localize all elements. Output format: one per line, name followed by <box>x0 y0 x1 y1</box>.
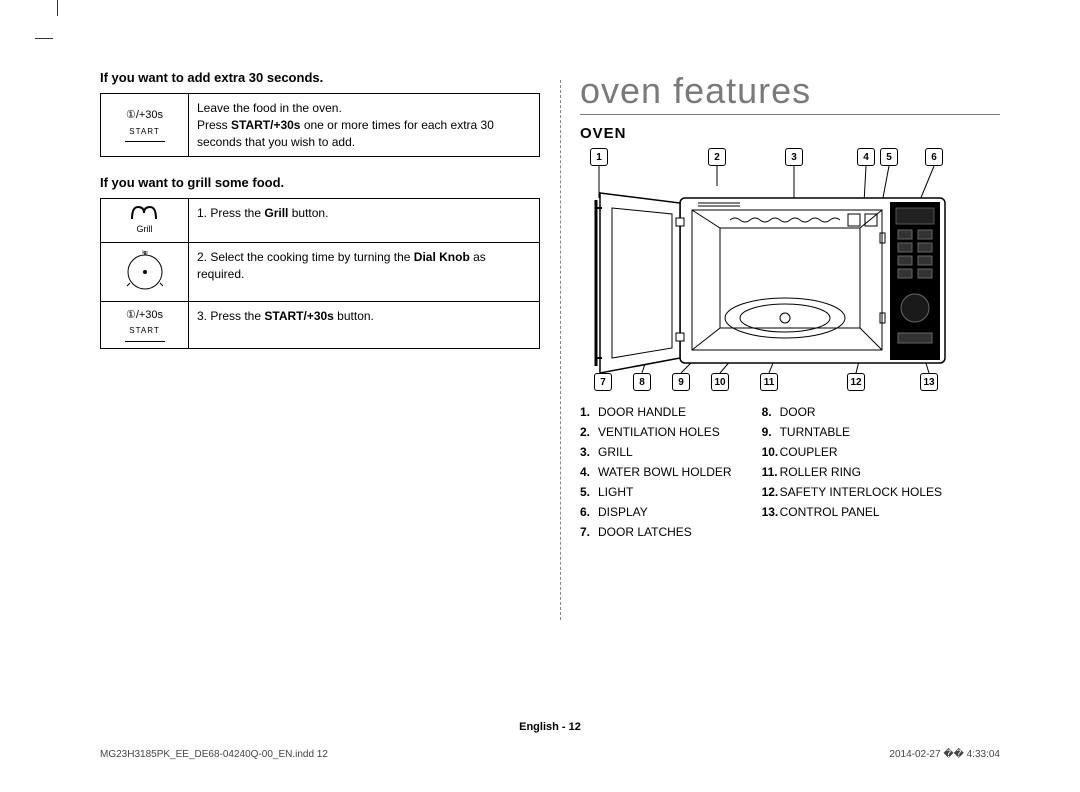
footer-date: 2014-02-27 �� 4:33:04 <box>889 749 1000 760</box>
icon-cell-start30-2: ①/+30s START <box>101 301 189 348</box>
oven-svg <box>580 148 950 393</box>
svg-text:kg: kg <box>142 250 148 256</box>
grill-icon: Grill <box>109 205 180 236</box>
icon-cell-grill: Grill <box>101 199 189 243</box>
oven-diagram: 1 2 3 4 5 6 7 8 9 10 11 12 13 <box>580 148 1000 393</box>
right-column: oven features OVEN 1 2 3 4 5 6 7 8 9 10 … <box>580 70 1000 630</box>
instruction-text: 3. Press the START/+30s button. <box>189 301 540 348</box>
crop-mark <box>35 38 53 39</box>
instruction-text: 1. Press the Grill button. <box>189 199 540 243</box>
page-title: oven features <box>580 70 1000 115</box>
dial-icon: kg <box>109 249 180 295</box>
start30-icon: ①/+30s START <box>109 108 180 142</box>
left-column: If you want to add extra 30 seconds. ①/+… <box>100 70 540 630</box>
icon-cell-dial: kg <box>101 242 189 301</box>
column-divider <box>560 80 561 620</box>
parts-list-right: 8.DOOR 9.TURNTABLE 10.COUPLER 11.ROLLER … <box>762 405 943 545</box>
subheading-oven: OVEN <box>580 125 1000 142</box>
section-heading-add30: If you want to add extra 30 seconds. <box>100 70 540 85</box>
table-add30: ①/+30s START Leave the food in the oven.… <box>100 93 540 157</box>
instruction-text: 2. Select the cooking time by turning th… <box>189 242 540 301</box>
page-number: English - 12 <box>100 721 1000 733</box>
start30-icon: ①/+30s START <box>109 308 180 342</box>
section-heading-grill: If you want to grill some food. <box>100 175 540 190</box>
icon-cell-start30: ①/+30s START <box>101 94 189 157</box>
crop-mark <box>57 0 58 16</box>
table-grill: Grill 1. Press the Grill button. <box>100 198 540 348</box>
parts-list-left: 1.DOOR HANDLE 2.VENTILATION HOLES 3.GRIL… <box>580 405 732 545</box>
footer-file: MG23H3185PK_EE_DE68-04240Q-00_EN.indd 12 <box>100 749 328 760</box>
page-footer: English - 12 MG23H3185PK_EE_DE68-04240Q-… <box>100 721 1000 760</box>
instruction-text: Leave the food in the oven. Press START/… <box>189 94 540 157</box>
parts-list: 1.DOOR HANDLE 2.VENTILATION HOLES 3.GRIL… <box>580 405 1000 545</box>
